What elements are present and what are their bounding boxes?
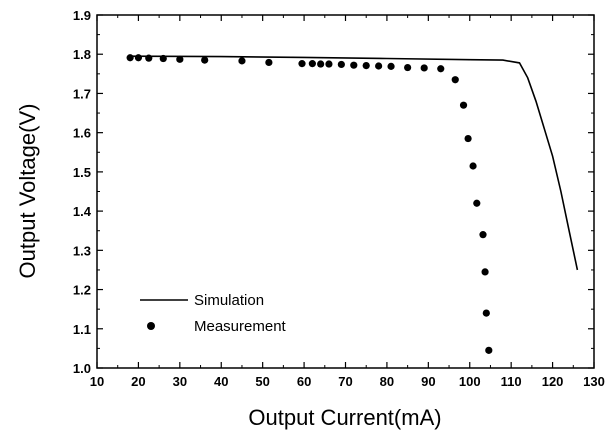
measurement-point <box>126 54 134 62</box>
legend: Simulation Measurement <box>140 292 287 335</box>
x-tick-label: 40 <box>214 374 228 389</box>
x-tick-label: 60 <box>297 374 311 389</box>
measurement-point <box>404 63 412 72</box>
measurement-point <box>145 54 153 62</box>
x-tick-label: 30 <box>173 374 187 389</box>
x-tick-label: 110 <box>501 374 522 389</box>
x-tick-label: 50 <box>255 374 269 389</box>
legend-simulation-label: Simulation <box>194 292 264 309</box>
series-layer <box>126 54 579 354</box>
y-tick-label: 1.9 <box>73 8 91 23</box>
measurement-point <box>482 309 490 317</box>
measurement-point <box>298 60 306 68</box>
measurement-point <box>479 231 487 239</box>
measurement-point <box>337 60 345 69</box>
measurement-point <box>176 55 184 63</box>
y-tick-label: 1.5 <box>73 165 91 180</box>
ticks-layer: 10 20 30 40 50 60 70 80 90 100 110 120 130 1.0 1.1 1.2 1… <box>73 8 605 389</box>
x-tick-label: 20 <box>131 374 145 389</box>
x-tick-label: 120 <box>542 374 564 389</box>
measurement-point <box>159 54 167 63</box>
measurement-point <box>469 162 477 170</box>
plot-frame <box>96 14 595 369</box>
measurement-point <box>201 56 209 64</box>
measurement-point <box>459 101 468 109</box>
legend-measurement-marker <box>147 322 155 330</box>
measurement-point <box>485 346 493 354</box>
x-axis-label: Output Current(mA) <box>248 405 441 430</box>
y-tick-label: 1.4 <box>73 204 92 219</box>
y-tick-label: 1.2 <box>73 283 91 298</box>
measurement-point <box>265 58 273 67</box>
measurement-point <box>362 61 370 70</box>
y-axis-label: Output Voltage(V) <box>15 104 40 279</box>
x-tick-label: 130 <box>583 374 605 389</box>
measurement-point <box>451 76 459 84</box>
measurement-point <box>325 60 333 68</box>
simulation-series-line <box>130 55 579 271</box>
measurement-point <box>238 57 246 65</box>
y-tick-label: 1.8 <box>73 47 91 62</box>
measurement-point <box>317 60 325 68</box>
x-tick-label: 100 <box>459 374 481 389</box>
legend-measurement-label: Measurement <box>194 318 287 335</box>
measurement-point <box>375 62 383 70</box>
x-tick-label: 10 <box>90 374 104 389</box>
measurement-point <box>464 134 472 143</box>
measurement-point <box>134 54 143 62</box>
measurement-point <box>420 64 428 72</box>
y-tick-label: 1.6 <box>73 126 91 141</box>
measurement-point <box>481 268 489 276</box>
measurement-point <box>350 61 358 69</box>
x-tick-label: 90 <box>421 374 435 389</box>
x-tick-label: 80 <box>380 374 394 389</box>
measurement-point <box>387 62 395 70</box>
x-tick-label: 70 <box>338 374 352 389</box>
y-tick-label: 1.7 <box>73 86 91 101</box>
measurement-point <box>473 199 481 207</box>
y-tick-label: 1.1 <box>73 322 91 337</box>
measurement-point <box>308 60 316 68</box>
measurement-point <box>437 65 445 73</box>
y-tick-label: 1.3 <box>73 243 91 258</box>
y-tick-label: 1.0 <box>73 361 91 376</box>
